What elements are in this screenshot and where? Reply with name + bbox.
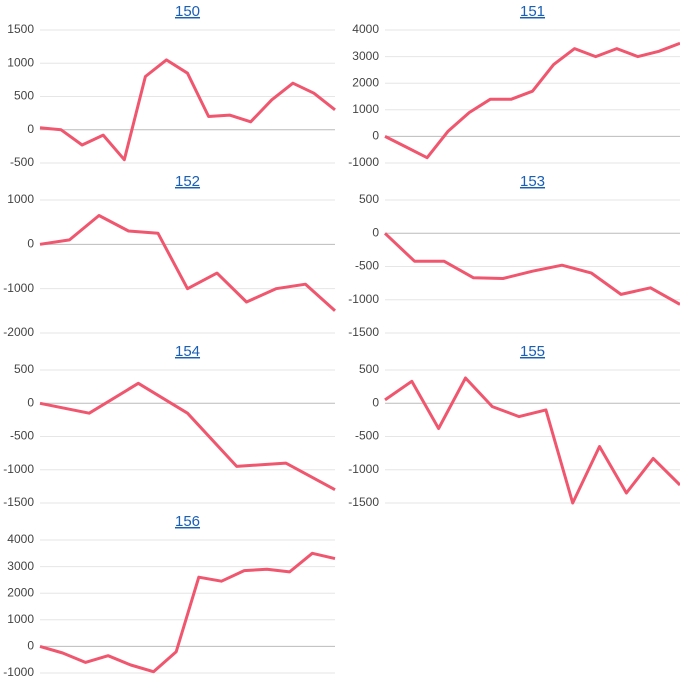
y-tick-label: -500	[10, 155, 34, 169]
y-tick-label: 0	[27, 237, 34, 251]
y-tick-label: 2000	[352, 75, 379, 89]
y-tick-label: -1000	[348, 292, 379, 306]
y-tick-label: 4000	[7, 532, 34, 546]
y-tick-label: 4000	[352, 22, 379, 36]
y-tick-label: -1500	[3, 495, 34, 509]
y-tick-label: -1000	[3, 665, 34, 679]
y-tick-label: 3000	[7, 559, 34, 573]
y-tick-label: -1500	[348, 325, 379, 339]
chart-title[interactable]: 151	[520, 3, 545, 20]
chart-title[interactable]: 155	[520, 343, 545, 360]
y-tick-label: 0	[372, 129, 379, 143]
chart-title[interactable]: 154	[175, 343, 200, 360]
data-line	[39, 381, 336, 492]
data-line	[383, 232, 680, 306]
y-tick-label: 500	[359, 192, 379, 206]
y-tick-label: -2000	[3, 325, 34, 339]
y-tick-label: 1000	[7, 612, 34, 626]
y-tick-label: 0	[372, 395, 379, 409]
y-tick-label: 500	[14, 362, 34, 376]
y-tick-label: 0	[372, 225, 379, 239]
chart-title[interactable]: 152	[175, 173, 200, 190]
y-tick-label: -1000	[3, 462, 34, 476]
y-tick-label: 2000	[7, 585, 34, 599]
y-tick-label: 3000	[352, 49, 379, 63]
y-tick-label: 500	[359, 362, 379, 376]
y-tick-label: -500	[10, 429, 34, 443]
y-tick-label: -1000	[348, 155, 379, 169]
y-tick-label: 1500	[7, 22, 34, 36]
data-line	[39, 551, 336, 674]
y-tick-label: 500	[14, 89, 34, 103]
y-tick-label: -1500	[348, 495, 379, 509]
y-tick-label: -1000	[348, 462, 379, 476]
y-tick-label: 0	[27, 122, 34, 136]
data-line	[39, 58, 336, 162]
y-tick-label: 1000	[7, 192, 34, 206]
y-tick-label: -1000	[3, 281, 34, 295]
data-line	[39, 214, 337, 312]
data-line	[384, 41, 680, 160]
chart-title[interactable]: 156	[175, 513, 200, 530]
chart-title[interactable]: 150	[175, 3, 200, 20]
y-tick-label: -500	[355, 429, 379, 443]
data-line	[384, 376, 680, 505]
y-tick-label: -500	[355, 259, 379, 273]
y-tick-label: 1000	[7, 55, 34, 69]
y-tick-label: 0	[27, 395, 34, 409]
chart-title[interactable]: 153	[520, 173, 545, 190]
y-tick-label: 0	[27, 639, 34, 653]
y-tick-label: 1000	[352, 102, 379, 116]
